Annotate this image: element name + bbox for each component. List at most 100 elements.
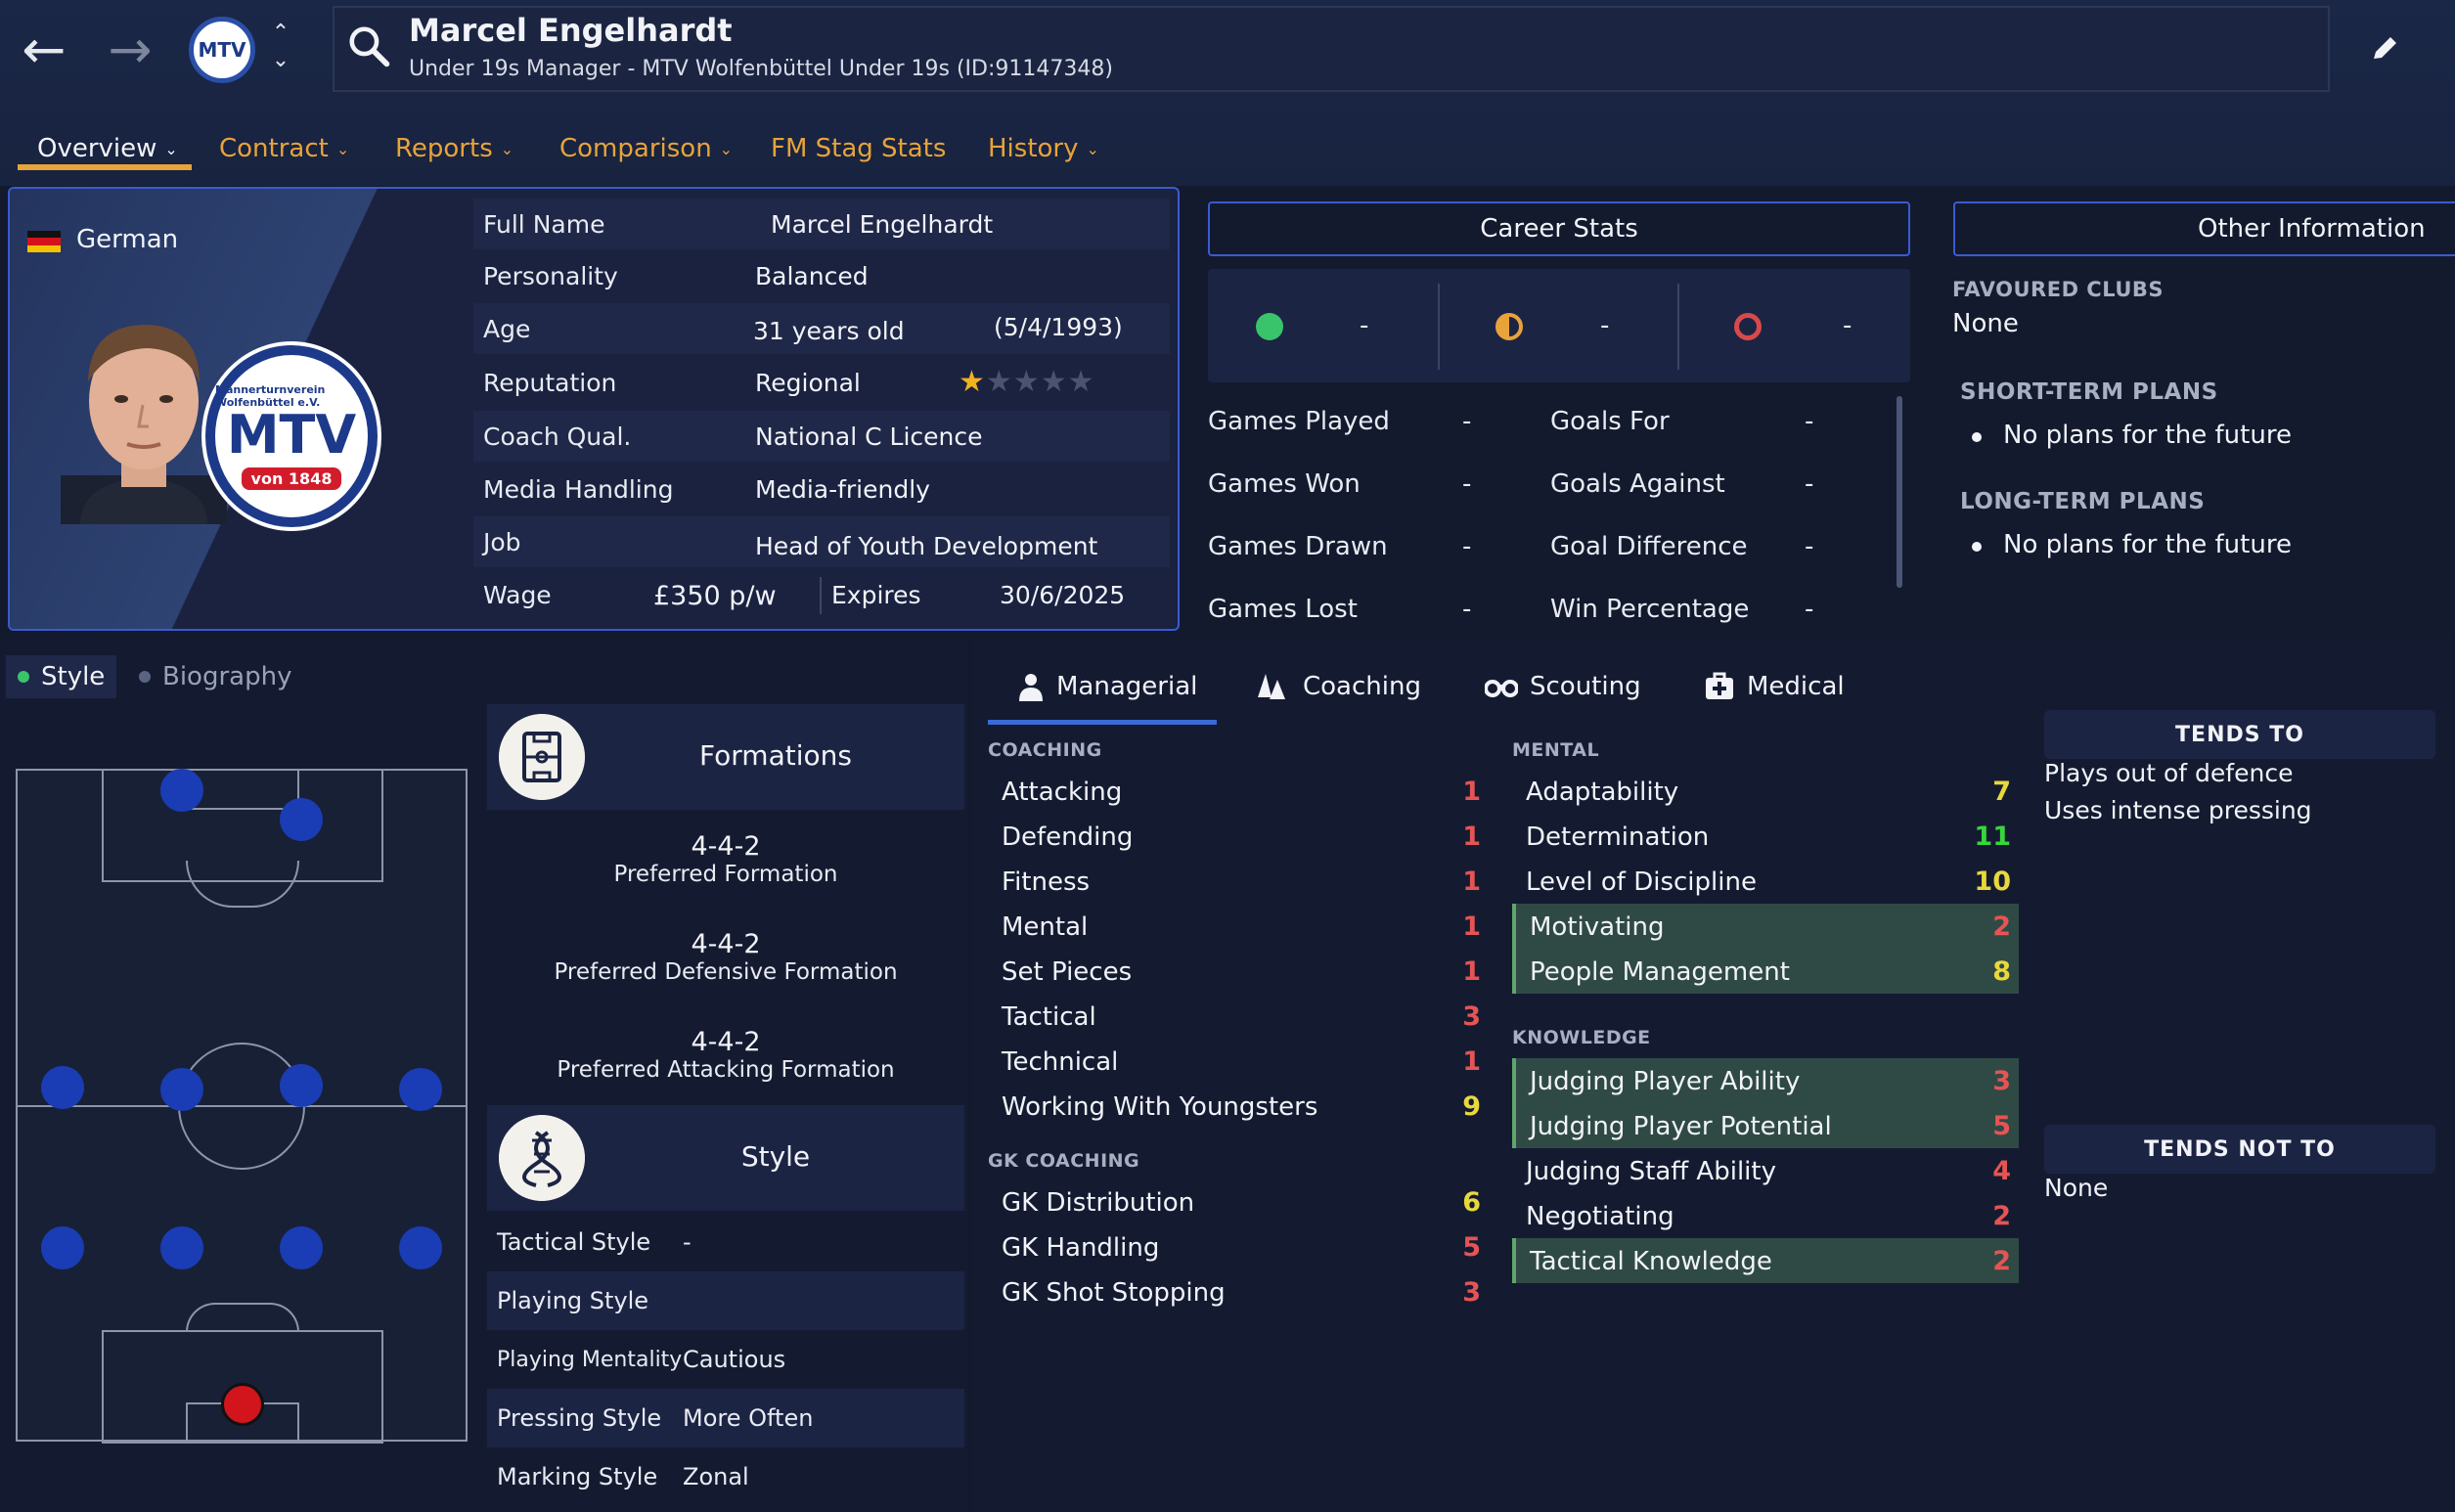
attribute-row[interactable]: Defending 1 [988,814,1489,859]
player-goalkeeper[interactable] [221,1383,264,1426]
career-stats-scrollbar[interactable] [1897,396,1902,588]
crest-ring-text: Männerturnverein Wolfenbüttel e.V. [215,382,326,409]
career-stats-list[interactable]: Games Played - Goals For - Games Won - G… [1208,391,1893,634]
attribute-row[interactable]: Level of Discipline 10 [1512,859,2019,904]
tab-comparison[interactable]: Comparison ⌄ [559,125,733,172]
style-label: Tactical Style [497,1228,651,1256]
star-icon: ★ [1067,365,1095,399]
player-defender[interactable] [41,1226,84,1269]
attribute-name: Defending [1002,823,1134,852]
subtab-style-label: Style [41,662,106,691]
tab-fm-stag-stats[interactable]: FM Stag Stats [771,125,946,172]
attribute-name: GK Handling [1002,1233,1160,1263]
player-defender[interactable] [280,1226,323,1269]
knowledge-group-title: KNOWLEDGE [1512,1027,1651,1048]
tab-fm-stag-stats-label: FM Stag Stats [771,134,947,163]
attribute-row[interactable]: Tactical 3 [988,994,1489,1039]
player-defender[interactable] [160,1226,203,1269]
formation-value: 4-4-2 [691,1027,761,1057]
attribute-row[interactable]: Tactical Knowledge 2 [1512,1238,2019,1283]
stat-label: Games Won [1208,469,1361,499]
germany-flag-icon [27,231,61,252]
career-stats-header[interactable]: Career Stats [1208,201,1910,256]
club-badge-icon[interactable]: MTV [189,17,255,83]
career-stat-row: Games Drawn - Goal Difference - [1208,516,1893,579]
attribute-value: 1 [1462,777,1481,807]
attribute-row[interactable]: Determination 11 [1512,814,2019,859]
player-midfielder[interactable] [399,1068,442,1111]
attribute-row[interactable]: Attacking 1 [988,769,1489,814]
reputation-stars: ★★★★★ [959,365,1095,399]
attribute-name: Working With Youngsters [1002,1092,1318,1122]
attr-tab-managerial[interactable]: Managerial [1017,665,1197,708]
subtab-style[interactable]: Style [6,655,117,698]
gk-coaching-group-title: GK COACHING [988,1150,1140,1172]
attribute-row[interactable]: Judging Player Ability 3 [1512,1058,2019,1103]
chevron-down-icon: ⌄ [719,139,734,158]
attribute-row[interactable]: Set Pieces 1 [988,949,1489,994]
star-icon: ★ [1012,365,1041,399]
other-information-header[interactable]: Other Information [1953,201,2455,256]
info-label: Age [483,315,531,343]
formation-board-icon [499,714,585,800]
tab-overview[interactable]: Overview ⌄ [37,125,178,172]
attribute-row[interactable]: Judging Staff Ability 4 [1512,1148,2019,1193]
attribute-row[interactable]: Technical 1 [988,1039,1489,1084]
attribute-row[interactable]: Adaptability 7 [1512,769,2019,814]
back-arrow-icon[interactable]: ← [22,18,67,80]
tab-reports-label: Reports [395,134,493,163]
attribute-row[interactable]: Motivating 2 [1512,904,2019,949]
attribute-row[interactable]: GK Distribution 6 [988,1179,1489,1224]
player-midfielder[interactable] [280,1064,323,1107]
forward-arrow-icon[interactable]: → [108,18,153,80]
player-striker[interactable] [160,769,203,812]
attribute-name: GK Shot Stopping [1002,1278,1226,1308]
subtab-biography[interactable]: Biography [127,655,303,698]
attr-tab-scouting[interactable]: Scouting [1485,665,1641,708]
tab-contract-label: Contract [219,134,329,163]
star-icon: ★ [985,365,1013,399]
style-row-tactical-style: Tactical Style - [487,1213,964,1271]
search-icon[interactable] [346,23,391,68]
attribute-name: GK Distribution [1002,1188,1195,1218]
info-label: Reputation [483,369,617,397]
attribute-row[interactable]: People Management 8 [1512,949,2019,994]
style-title: Style [740,1140,811,1173]
attribute-row[interactable]: Mental 1 [988,904,1489,949]
cycle-staff-icon[interactable]: ⌃ ⌄ [271,21,290,72]
tab-history[interactable]: History ⌄ [988,125,1099,172]
attribute-value: 1 [1462,912,1481,942]
star-icon: ★ [959,365,986,399]
attribute-value: 3 [1462,1277,1481,1308]
staff-name: Marcel Engelhardt [409,12,733,49]
attribute-row[interactable]: Judging Player Potential 5 [1512,1103,2019,1148]
player-midfielder[interactable] [160,1068,203,1111]
wins-icon [1256,313,1283,340]
style-value: Zonal [683,1463,749,1490]
info-row-coach-qual: Coach Qual. National C Licence [473,411,1170,462]
player-striker[interactable] [280,798,323,841]
attr-tab-medical[interactable]: Medical [1704,665,1845,708]
attribute-row[interactable]: GK Handling 5 [988,1224,1489,1269]
short-term-plans-title: SHORT-TERM PLANS [1960,379,2218,405]
player-midfielder[interactable] [41,1066,84,1109]
tab-contract[interactable]: Contract ⌄ [219,125,349,172]
stat-label: Games Drawn [1208,532,1388,561]
attribute-row[interactable]: GK Shot Stopping 3 [988,1269,1489,1314]
info-row-wage: Wage £350 p/w Expires 30/6/2025 [473,569,1170,620]
attribute-row[interactable]: Working With Youngsters 9 [988,1084,1489,1129]
attribute-row[interactable]: Negotiating 2 [1512,1193,2019,1238]
attr-tab-coaching[interactable]: Coaching [1256,665,1421,708]
attr-tab-label: Coaching [1303,672,1421,701]
attribute-name: Tactical Knowledge [1530,1247,1772,1276]
staff-photo [61,325,227,524]
player-defender[interactable] [399,1226,442,1269]
formation-pitch [16,769,468,1444]
bullet-icon [1972,432,1982,442]
info-label: Wage [483,581,552,609]
style-header: Style [487,1105,964,1211]
tab-reports[interactable]: Reports ⌄ [395,125,513,172]
edit-pencil-icon[interactable] [2365,29,2404,68]
attribute-row[interactable]: Fitness 1 [988,859,1489,904]
info-value: Marcel Engelhardt [771,210,994,239]
